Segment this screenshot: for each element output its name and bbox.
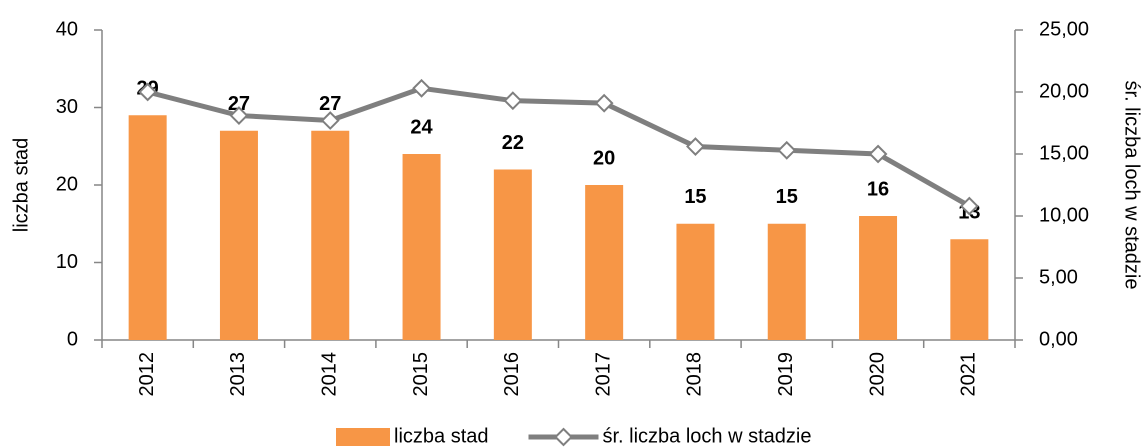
- legend-swatch: [336, 428, 390, 446]
- marker: [594, 93, 614, 113]
- y-tick-label: 30: [56, 96, 78, 118]
- y2-tick-label: 10,00: [1039, 204, 1089, 226]
- bar: [402, 154, 441, 340]
- data-label: 16: [867, 178, 889, 200]
- legend-label: śr. liczba loch w stadzie: [603, 425, 812, 447]
- legend-marker: [554, 427, 573, 447]
- y2-axis-title: śr. liczba loch w stadzie: [1121, 81, 1143, 290]
- bar: [767, 223, 806, 340]
- bar: [585, 185, 624, 340]
- marker: [777, 140, 797, 160]
- x-tick-label: 2014: [319, 352, 341, 397]
- x-tick-label: 2012: [136, 352, 158, 397]
- data-label: 20: [593, 147, 615, 169]
- data-label: 27: [319, 93, 341, 115]
- data-label: 15: [776, 186, 798, 208]
- x-tick-label: 2021: [958, 352, 980, 397]
- bar: [128, 115, 167, 340]
- bar: [859, 216, 898, 340]
- y2-tick-label: 25,00: [1039, 18, 1089, 40]
- y-tick-label: 0: [67, 328, 78, 350]
- y2-tick-label: 5,00: [1039, 266, 1078, 288]
- marker: [868, 144, 888, 164]
- marker: [320, 111, 340, 130]
- x-tick-label: 2020: [866, 352, 888, 397]
- bar: [493, 169, 532, 340]
- marker: [229, 106, 249, 125]
- y-tick-label: 40: [56, 18, 78, 40]
- marker: [686, 137, 705, 156]
- marker: [503, 91, 523, 111]
- bar: [950, 239, 989, 340]
- y-axis-title: liczba stad: [10, 138, 32, 233]
- bar: [311, 130, 350, 340]
- x-tick-label: 2013: [227, 352, 249, 397]
- data-label: 27: [228, 93, 250, 115]
- bar: [676, 223, 715, 340]
- marker: [959, 196, 979, 216]
- x-tick-label: 2016: [501, 352, 523, 397]
- y2-tick-label: 20,00: [1039, 80, 1089, 102]
- data-label: 22: [502, 132, 524, 154]
- data-label: 15: [684, 186, 706, 208]
- x-tick-label: 2018: [684, 352, 706, 397]
- y2-tick-label: 15,00: [1039, 142, 1089, 164]
- legend-label: liczba stad: [394, 425, 489, 447]
- marker: [138, 82, 158, 102]
- x-tick-label: 2015: [410, 352, 432, 397]
- x-tick-label: 2019: [775, 352, 797, 397]
- bar: [219, 130, 258, 340]
- marker: [412, 78, 431, 98]
- line: [147, 85, 971, 209]
- y2-tick-label: 0,00: [1039, 328, 1078, 350]
- x-tick-label: 2017: [592, 352, 614, 397]
- y-tick-label: 20: [56, 173, 78, 195]
- y-tick-label: 10: [56, 251, 78, 273]
- data-label: 24: [410, 116, 433, 138]
